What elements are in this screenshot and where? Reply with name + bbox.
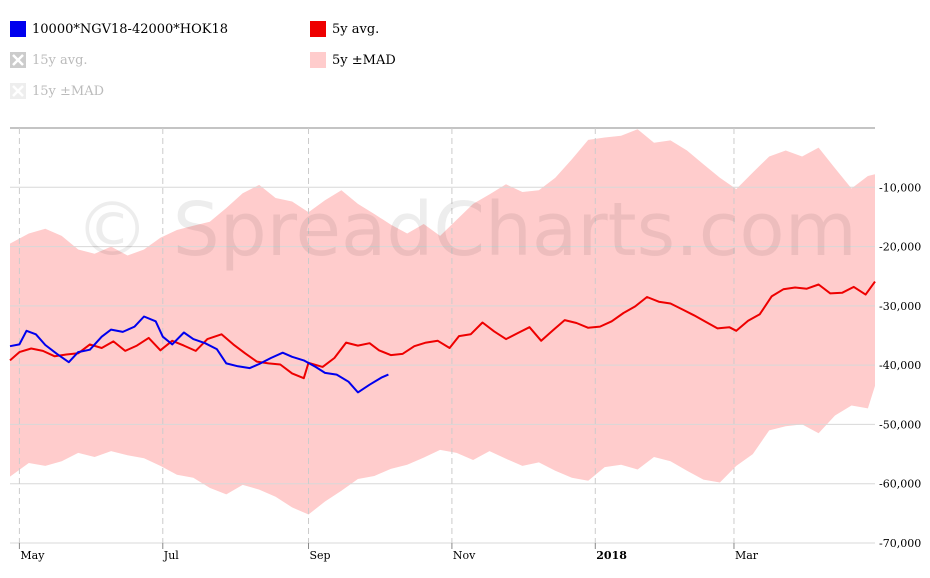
series-layer: [9, 281, 876, 394]
axis-layer: -10,000 -20,000 -30,000 -40,000 -50,000 -60,0…: [18, 181, 921, 562]
x-tick-label: May: [20, 549, 45, 562]
y-tick-label: -40,000: [879, 359, 921, 372]
y-tick-label: -70,000: [879, 537, 921, 550]
grid-layer: [10, 127, 875, 544]
legend-item-5y-mad[interactable]: 5y ±MAD: [310, 52, 396, 68]
legend-label-5y-mad: 5y ±MAD: [332, 52, 396, 68]
x-tick-label: 2018: [596, 549, 627, 562]
y-tick-label: -10,000: [879, 181, 921, 194]
legend-label-15y-mad: 15y ±MAD: [32, 83, 105, 99]
legend-item-spread[interactable]: 10000*NGV18-42000*HOK18: [10, 21, 228, 37]
y-tick-label: -50,000: [879, 418, 921, 431]
x-tick-label: Nov: [453, 549, 476, 562]
mad-band-layer: [10, 129, 875, 515]
x-tick-label: Jul: [163, 549, 179, 562]
legend-item-15y-avg[interactable]: 15y avg.: [10, 52, 88, 68]
mad-band-area: [10, 129, 875, 515]
legend-swatch-spread: [10, 21, 26, 37]
disabled-x-icon: [10, 83, 26, 99]
legend-item-15y-mad[interactable]: 15y ±MAD: [10, 83, 104, 99]
legend-label-spread: 10000*NGV18-42000*HOK18: [32, 21, 229, 37]
y-tick-label: -20,000: [879, 241, 921, 254]
legend-swatch-5y-avg: [310, 21, 326, 37]
legend-item-5y-avg[interactable]: 5y avg.: [310, 21, 379, 37]
watermark: © SpreadCharts.com: [75, 187, 857, 273]
legend-label-15y-avg: 15y avg.: [32, 52, 88, 68]
avg-5y-series-line: [9, 281, 876, 380]
disabled-x-icon: [10, 52, 26, 68]
legend-swatch-5y-mad: [310, 52, 326, 68]
legend-label-5y-avg: 5y avg.: [332, 21, 380, 37]
y-tick-label: -60,000: [879, 478, 921, 491]
x-tick-label: Mar: [735, 549, 759, 562]
spread-series-line: [9, 315, 389, 394]
y-tick-label: -30,000: [879, 300, 921, 313]
x-tick-label: Sep: [310, 549, 331, 562]
